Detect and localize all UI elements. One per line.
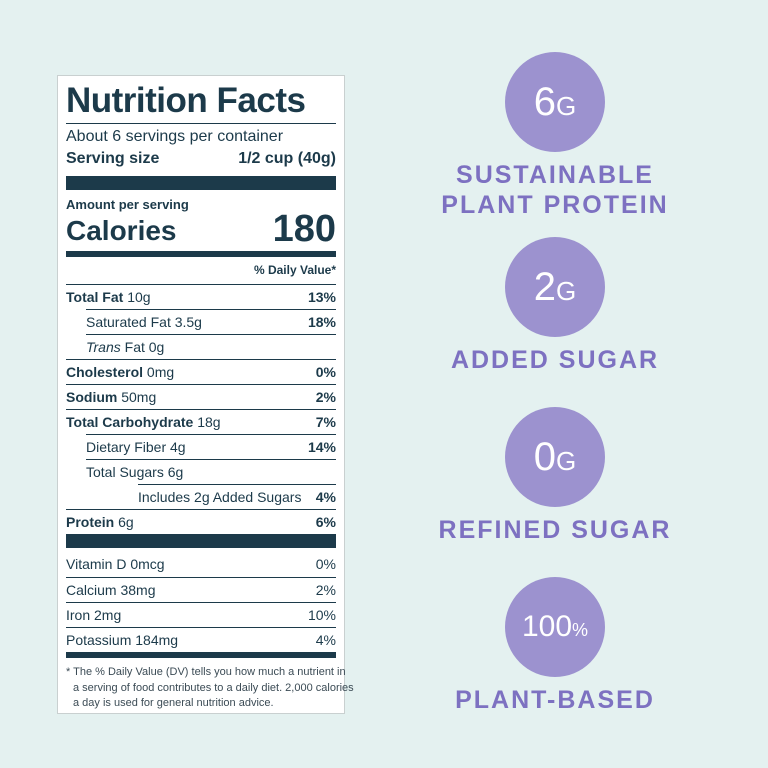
highlight-text: SUSTAINABLE PLANT PROTEIN	[400, 160, 710, 220]
nutrient-amount: 6g	[118, 514, 134, 530]
highlight-value: 0	[533, 435, 556, 479]
serving-size-row: Serving size 1/2 cup (40g)	[66, 150, 336, 168]
medium-divider	[66, 251, 336, 257]
thick-divider	[66, 534, 336, 548]
nutrient-name: Trans	[86, 339, 121, 355]
daily-value: 6%	[315, 514, 336, 530]
vitamin-name: Calcium 38mg	[66, 582, 156, 598]
medium-divider	[66, 652, 336, 658]
nutrient-name: Cholesterol	[66, 364, 144, 380]
daily-value: 13%	[307, 289, 336, 305]
daily-value: 0%	[315, 364, 336, 380]
serving-size: 1/2 cup (40g)	[238, 150, 336, 167]
nutrient-amount: 50mg	[121, 389, 157, 405]
nutrient-name: Sodium	[66, 389, 118, 405]
calories-label: Calories	[66, 215, 177, 246]
calories-row: Calories 180	[66, 208, 336, 250]
highlight-circle: 100%	[505, 577, 605, 677]
servings: About 6 servings per container	[66, 128, 284, 145]
amount-per-serving: Amount per serving	[66, 197, 189, 212]
nutrient-amount: 0mg	[146, 364, 175, 380]
nutrient-name: Total Fat	[66, 289, 124, 305]
daily-value: 7%	[315, 414, 336, 430]
nutrient-row: Trans Fat 0g	[86, 334, 336, 359]
highlight-value: 100	[521, 610, 573, 643]
highlight-text: PLANT-BASED	[400, 685, 710, 715]
daily-value: 4%	[315, 632, 336, 648]
footnote-line: a serving of food contributes to a daily…	[73, 681, 354, 694]
nutrient-row: Protein 6g 6%	[66, 509, 336, 534]
serving-size-label: Serving size	[66, 150, 160, 167]
nutrient-name: Includes 2g Added Sugars	[138, 489, 302, 505]
divider	[66, 123, 336, 124]
footnote-line: a day is used for general nutrition advi…	[73, 697, 274, 709]
highlight-line: SUSTAINABLE	[456, 161, 654, 189]
vitamin-name: Vitamin D 0mcg	[66, 556, 165, 572]
highlight-text: ADDED SUGAR	[400, 345, 710, 375]
nutrient-row: Includes 2g Added Sugars 4%	[138, 484, 336, 509]
highlight-line: ADDED SUGAR	[450, 346, 660, 374]
nutrient-row: Total Fat 10g 13%	[66, 284, 336, 309]
highlight-circle: 0G	[505, 407, 605, 507]
highlight-text: REFINED SUGAR	[400, 515, 710, 545]
highlight-circle: 6G	[505, 52, 605, 152]
nutrient-name: Dietary Fiber 4g	[86, 439, 186, 455]
nutrition-label: Nutrition Facts About 6 servings per con…	[57, 75, 354, 714]
nutrient-amount: 10g	[127, 289, 151, 305]
daily-value: 0%	[315, 556, 336, 572]
vitamin-row: Potassium 184mg 4%	[66, 627, 336, 652]
nutrient-name: Total Carbohydrate	[66, 414, 194, 430]
highlight-unit: G	[556, 446, 577, 476]
highlight-value: 2	[533, 265, 556, 309]
highlight-line: REFINED SUGAR	[438, 516, 672, 544]
vitamin-row: Iron 2mg 10%	[66, 602, 336, 627]
daily-value: 10%	[307, 607, 336, 623]
nutrient-row: Sodium 50mg 2%	[66, 384, 336, 409]
vitamin-row: Vitamin D 0mcg 0%	[66, 552, 336, 577]
nutrient-row: Total Carbohydrate 18g 7%	[66, 409, 336, 434]
nutrient-row: Dietary Fiber 4g 14%	[86, 434, 336, 459]
nutrient-name: Protein	[66, 514, 115, 530]
highlight-unit: G	[556, 91, 577, 121]
daily-value: 4%	[315, 489, 336, 505]
footnote-line: * The % Daily Value (DV) tells you how m…	[66, 666, 346, 678]
calories: 180	[272, 208, 336, 250]
daily-value: 2%	[315, 582, 336, 598]
nutrient-name: Saturated Fat 3.5g	[86, 314, 202, 330]
daily-value: 18%	[307, 314, 336, 330]
nutrient-row: Cholesterol 0mg 0%	[66, 359, 336, 384]
dv-header: % Daily Value*	[253, 263, 336, 277]
vitamin-row: Calcium 38mg 2%	[66, 577, 336, 602]
vitamin-name: Potassium 184mg	[66, 632, 179, 648]
daily-value: 2%	[315, 389, 336, 405]
thick-divider	[66, 176, 336, 190]
nutrient-row: Saturated Fat 3.5g 18%	[86, 309, 336, 334]
highlight-unit: %	[572, 620, 589, 640]
nutrient-amount: Fat 0g	[124, 339, 165, 355]
highlight-line: PLANT PROTEIN	[441, 191, 669, 219]
highlight-circle: 2G	[505, 237, 605, 337]
nutrient-amount: 18g	[197, 414, 221, 430]
highlight-value: 6	[533, 80, 556, 124]
nutrient-name: Total Sugars 6g	[86, 464, 184, 480]
daily-value: 14%	[307, 439, 336, 455]
label-title: Nutrition Facts	[66, 81, 306, 120]
highlight-unit: G	[556, 276, 577, 306]
highlight-line: PLANT-BASED	[455, 686, 655, 714]
nutrient-row: Total Sugars 6g	[86, 459, 336, 484]
vitamin-name: Iron 2mg	[66, 607, 122, 623]
